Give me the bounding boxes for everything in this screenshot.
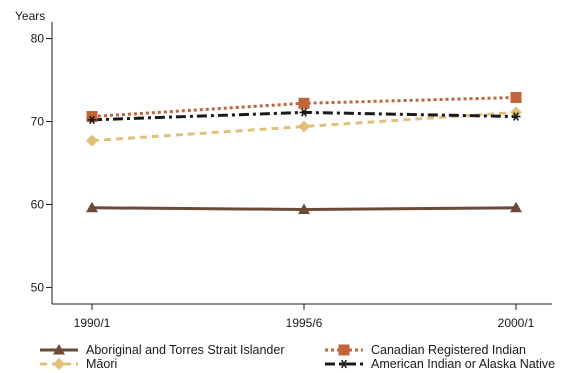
data-point-series-3: [511, 112, 521, 121]
x-tick-label: 1995/6: [286, 316, 323, 330]
y-tick-label: 80: [31, 32, 45, 46]
data-point-series-1: [298, 97, 310, 109]
y-tick-label: 50: [31, 280, 45, 294]
data-point-series-2: [86, 134, 98, 147]
data-point-series-1: [86, 111, 98, 123]
legend-item: Aboriginal and Torres Strait Islander: [40, 343, 285, 357]
legend-swatch-marker: [338, 344, 350, 356]
data-point-series-3: [299, 108, 309, 117]
x-tick-label: 2000/1: [498, 316, 535, 330]
series-line-2: [91, 110, 517, 143]
data-point-series-1: [510, 91, 522, 103]
data-point-series-2: [298, 120, 310, 133]
y-tick-label: 60: [31, 197, 45, 211]
legend-label: Canadian Registered Indian: [371, 343, 526, 357]
data-point-series-0: [298, 203, 310, 214]
data-point-series-2: [510, 106, 522, 119]
legend-swatch-marker: [53, 344, 65, 355]
legend-label: Aboriginal and Torres Strait Islander: [86, 343, 285, 357]
legend-item: Canadian Registered Indian: [325, 343, 526, 357]
data-point-series-0: [510, 201, 522, 213]
legend-label: American Indian or Alaska Native: [371, 357, 555, 371]
x-tick-label: 1990/1: [74, 316, 111, 330]
legend-swatch-marker: [339, 359, 349, 369]
legend-swatch-marker: [53, 358, 65, 370]
legend-label: Māori: [86, 357, 117, 371]
legend-item: Māori: [40, 357, 117, 371]
legend-item: American Indian or Alaska Native: [325, 357, 555, 371]
data-point-series-0: [86, 201, 98, 213]
y-tick-label: 70: [31, 115, 45, 129]
y-axis-label: Years: [15, 9, 45, 23]
data-point-series-3: [87, 115, 97, 125]
